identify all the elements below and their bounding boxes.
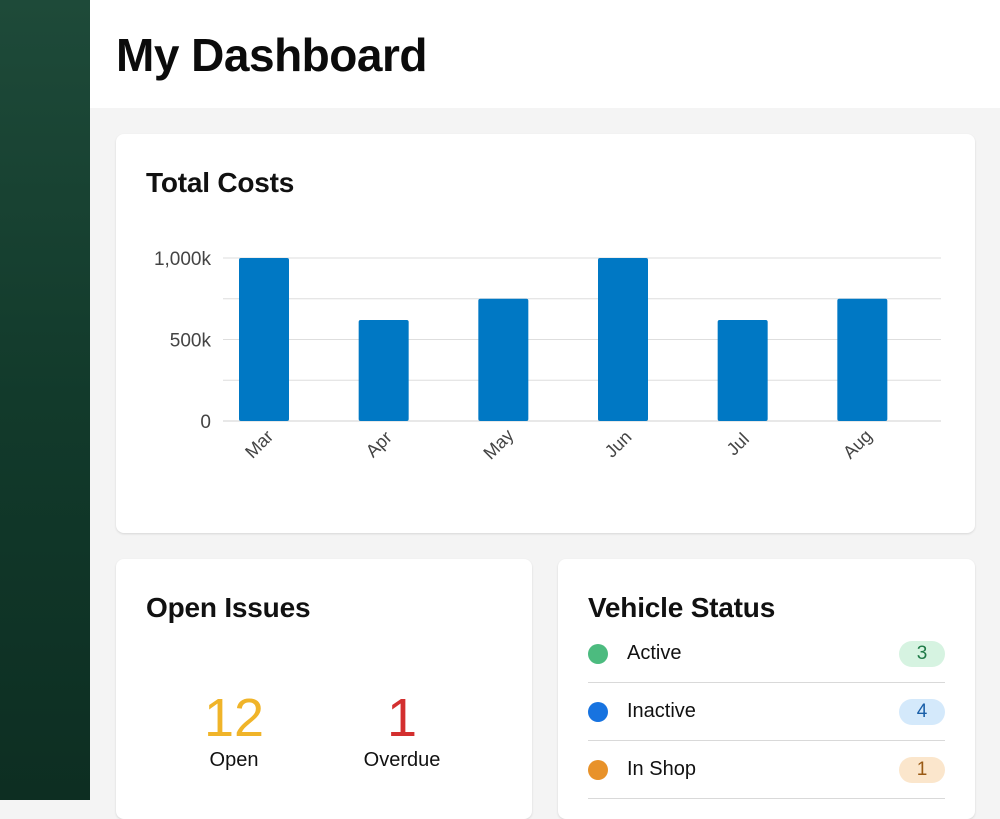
chart-x-tick-label: May (479, 425, 517, 463)
status-dot-icon (588, 643, 608, 664)
chart-bar (239, 258, 289, 421)
status-count-badge: 1 (899, 756, 945, 783)
status-label: Active (627, 642, 682, 664)
chart-x-tick-label: Aug (839, 426, 876, 463)
total-costs-chart: 0 500k 1,000k Mar Apr May Jun Jul Aug (154, 249, 941, 463)
status-count-badge: 4 (899, 698, 945, 725)
chart-bar (598, 258, 648, 421)
vehicle-status-row-active[interactable]: Active 3 (588, 625, 945, 683)
status-dot-icon (588, 701, 608, 722)
chart-x-tick-label: Jun (601, 427, 636, 462)
status-dot-icon (588, 759, 608, 780)
chart-y-tick-label: 500k (170, 331, 212, 352)
open-issues-stat[interactable]: 12 Open (154, 689, 314, 772)
open-issues-card: Open Issues 12 Open 1 Overdue (116, 559, 532, 819)
vehicle-status-card: Vehicle Status Active 3 Inactive 4 In Sh… (558, 559, 975, 819)
open-count: 12 (203, 688, 265, 748)
chart-x-tick-label: Jul (723, 429, 753, 459)
chart-x-tick-label: Mar (241, 426, 277, 462)
chart-bar (358, 319, 409, 421)
chart-bar (717, 319, 768, 421)
chart-bar (478, 298, 529, 421)
status-label: In Shop (627, 758, 696, 780)
vehicle-status-title: Vehicle Status (588, 592, 776, 623)
overdue-issues-stat[interactable]: 1 Overdue (322, 689, 482, 772)
chart-x-tick-label: Apr (362, 427, 396, 461)
overdue-count: 1 (386, 688, 418, 748)
vehicle-status-row-in-shop[interactable]: In Shop 1 (588, 741, 945, 799)
open-label: Open (209, 749, 259, 771)
chart-y-tick-label: 1,000k (154, 249, 212, 270)
status-label: Inactive (627, 700, 696, 722)
vehicle-status-row-inactive[interactable]: Inactive 4 (588, 683, 945, 741)
status-count-badge: 3 (899, 640, 945, 667)
chart-bar (837, 298, 888, 421)
sidebar (0, 0, 90, 800)
chart-y-tick-label: 0 (200, 412, 211, 433)
page-title: My Dashboard (116, 29, 427, 81)
total-costs-card: Total Costs 0 500k 1,000k Mar Apr May Jun Jul Au… (116, 134, 975, 533)
total-costs-title: Total Costs (146, 167, 295, 198)
page-header: My Dashboard (90, 0, 1000, 108)
open-issues-title: Open Issues (146, 592, 311, 623)
overdue-label: Overdue (363, 749, 441, 771)
